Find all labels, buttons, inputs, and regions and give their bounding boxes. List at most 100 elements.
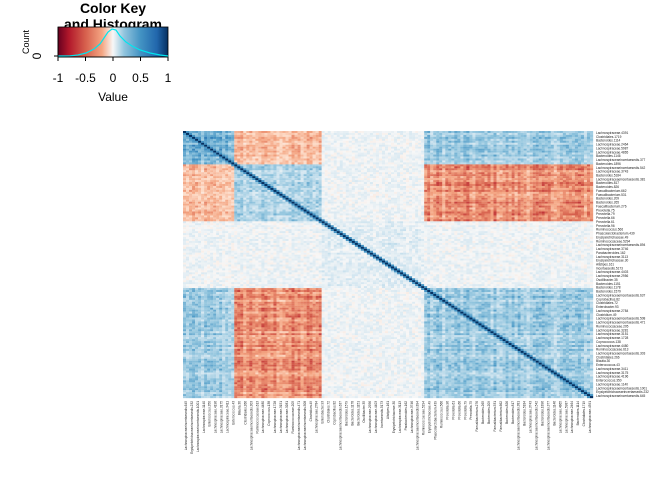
heatmap-cell bbox=[324, 132, 328, 136]
heatmap-cell bbox=[261, 154, 265, 157]
heatmap-cell bbox=[303, 156, 307, 159]
heatmap-cell bbox=[246, 182, 250, 185]
heatmap-cell bbox=[237, 185, 241, 189]
heatmap-cell bbox=[424, 148, 428, 151]
heatmap-cell bbox=[445, 184, 449, 187]
heatmap-cell bbox=[439, 195, 443, 198]
heatmap-cell bbox=[586, 185, 591, 189]
heatmap-cell bbox=[336, 189, 340, 193]
heatmap-cell bbox=[553, 154, 557, 157]
heatmap-cell bbox=[270, 150, 274, 153]
heatmap-cell bbox=[234, 178, 238, 181]
heatmap-cell bbox=[195, 174, 199, 177]
heatmap-cell bbox=[541, 131, 545, 134]
heatmap-cell bbox=[475, 148, 479, 151]
heatmap-cell bbox=[463, 146, 467, 149]
heatmap-cell bbox=[400, 187, 404, 191]
heatmap-cell bbox=[384, 146, 389, 149]
heatmap-cell bbox=[433, 148, 437, 151]
heatmap-cell bbox=[321, 148, 325, 151]
heatmap-cell bbox=[589, 168, 594, 171]
heatmap-cell bbox=[222, 184, 226, 187]
heatmap-cell bbox=[502, 142, 506, 145]
heatmap-cell bbox=[478, 131, 482, 134]
heatmap-cell bbox=[336, 166, 340, 169]
heatmap-cell bbox=[240, 152, 244, 155]
heatmap-cell bbox=[291, 160, 295, 163]
heatmap-cell bbox=[357, 166, 362, 169]
heatmap-cell bbox=[520, 148, 524, 151]
heatmap-cell bbox=[306, 193, 310, 196]
heatmap-cell bbox=[583, 142, 588, 145]
heatmap-cell bbox=[487, 164, 491, 167]
heatmap-cell bbox=[327, 132, 331, 136]
heatmap-cell bbox=[342, 182, 346, 185]
heatmap-cell bbox=[333, 176, 337, 179]
heatmap-cell bbox=[327, 182, 331, 185]
heatmap-cell bbox=[228, 178, 232, 181]
heatmap-cell bbox=[363, 182, 368, 185]
heatmap-cell bbox=[511, 166, 515, 169]
heatmap-cell bbox=[258, 156, 262, 159]
heatmap-cell bbox=[514, 131, 518, 134]
heatmap-cell bbox=[216, 142, 220, 145]
heatmap-cell bbox=[243, 184, 247, 187]
heatmap-cell bbox=[580, 136, 585, 139]
heatmap-cell bbox=[210, 195, 214, 198]
heatmap-cell bbox=[309, 148, 313, 151]
heatmap-cell bbox=[499, 185, 503, 189]
heatmap-cell bbox=[384, 156, 389, 159]
heatmap-cell bbox=[240, 166, 244, 169]
heatmap-cell bbox=[523, 136, 527, 139]
heatmap-cell bbox=[186, 166, 190, 169]
heatmap-cell bbox=[303, 166, 307, 169]
heatmap-cell bbox=[372, 191, 377, 194]
heatmap-cell bbox=[309, 136, 313, 139]
heatmap-cell bbox=[565, 191, 570, 194]
heatmap-cell bbox=[550, 140, 554, 143]
heatmap-cell bbox=[391, 146, 395, 149]
heatmap-cell bbox=[427, 170, 431, 173]
heatmap-cell bbox=[183, 160, 187, 163]
heatmap-cell bbox=[372, 174, 377, 177]
heatmap-cell bbox=[192, 195, 196, 198]
heatmap-cell bbox=[547, 160, 551, 163]
heatmap-cell bbox=[454, 131, 458, 134]
heatmap-cell bbox=[267, 185, 271, 189]
heatmap-cell bbox=[583, 174, 588, 177]
heatmap-cell bbox=[228, 197, 232, 200]
heatmap-cell bbox=[568, 174, 573, 177]
heatmap-cell bbox=[381, 189, 386, 193]
heatmap-cell bbox=[430, 176, 434, 179]
heatmap-cell bbox=[427, 134, 431, 138]
heatmap-cell bbox=[481, 152, 485, 155]
heatmap-cell bbox=[231, 201, 235, 204]
heatmap-cell bbox=[586, 142, 591, 145]
heatmap-cell bbox=[487, 184, 491, 187]
heatmap-cell bbox=[460, 191, 464, 194]
heatmap-cell bbox=[228, 191, 232, 194]
heatmap-cell bbox=[204, 174, 208, 177]
heatmap-cell bbox=[336, 152, 340, 155]
heatmap-cell bbox=[418, 176, 422, 179]
heatmap-cell bbox=[427, 162, 431, 165]
heatmap-cell bbox=[562, 132, 567, 136]
heatmap-cell bbox=[210, 158, 214, 161]
heatmap-cell bbox=[288, 142, 292, 145]
heatmap-cell bbox=[249, 170, 253, 173]
heatmap-cell bbox=[384, 140, 389, 143]
heatmap-cell bbox=[574, 152, 579, 155]
heatmap-cell bbox=[246, 140, 250, 143]
heatmap-cell bbox=[541, 199, 545, 202]
heatmap-cell bbox=[589, 185, 594, 189]
heatmap-cell bbox=[547, 174, 551, 177]
heatmap-cell bbox=[285, 140, 289, 143]
heatmap-cell bbox=[412, 182, 416, 185]
heatmap-cell bbox=[273, 193, 277, 196]
heatmap-cell bbox=[276, 158, 280, 161]
heatmap-cell bbox=[427, 187, 431, 191]
heatmap-cell bbox=[252, 140, 256, 143]
heatmap-cell bbox=[550, 162, 554, 165]
heatmap-cell bbox=[526, 160, 530, 163]
heatmap-cell bbox=[409, 132, 413, 136]
